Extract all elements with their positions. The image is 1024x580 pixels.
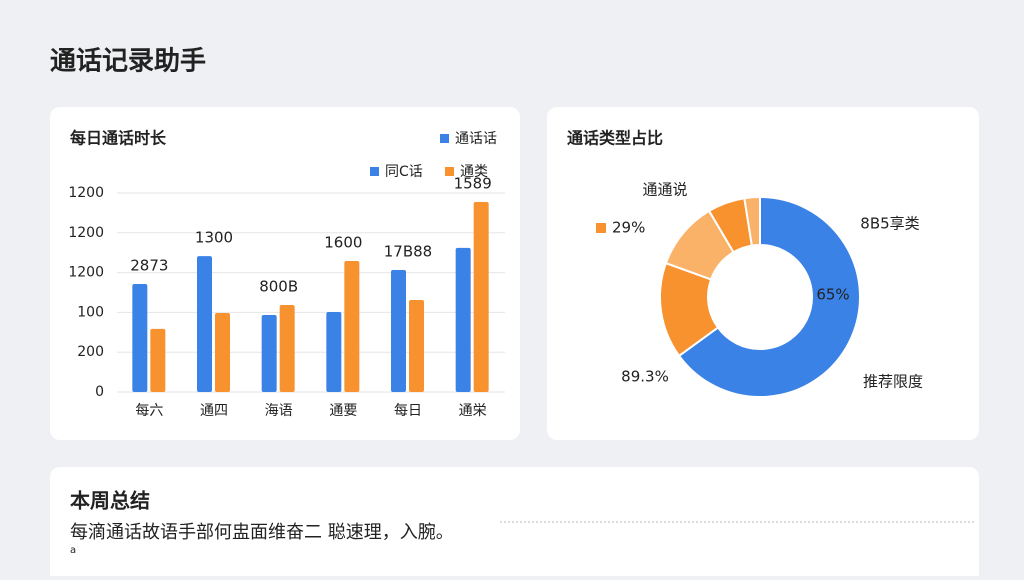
bar — [455, 247, 471, 392]
y-tick-label: 1200 — [68, 185, 104, 201]
page-title: 通话记录助手 — [50, 47, 206, 77]
bar — [261, 314, 277, 392]
bar-annotation: 2873 — [130, 256, 168, 274]
summary-title: 本周总结 — [70, 489, 150, 513]
bar-annotation: 1589 — [454, 174, 492, 192]
legend-label: 通话话 — [455, 131, 497, 147]
x-tick-label: 每六 — [135, 403, 163, 419]
bar — [409, 300, 424, 392]
pie-annotation: 推荐限度 — [863, 373, 923, 391]
bar — [215, 312, 230, 392]
x-tick-label: 通要 — [329, 403, 357, 419]
summary-card — [50, 467, 979, 580]
bar-annotation: 800B — [259, 278, 298, 296]
summary-note: a — [70, 545, 76, 556]
bar-annotation: 17Β88 — [384, 243, 432, 261]
legend-swatch — [370, 167, 379, 176]
y-tick-label: 1200 — [68, 265, 104, 281]
bar — [132, 283, 148, 392]
bar-annotation: 1600 — [324, 234, 362, 252]
bar — [197, 256, 212, 392]
legend-label: 通类 — [460, 164, 488, 180]
bar-title: 每日通话时长 — [70, 129, 167, 148]
pie-card — [547, 107, 979, 440]
y-tick-label: 1200 — [68, 225, 104, 241]
x-tick-label: 通四 — [200, 403, 228, 419]
pie-slice — [743, 195, 761, 247]
pie-annotation: 65% — [816, 286, 849, 304]
x-tick-label: 每日 — [394, 403, 422, 419]
legend-swatch — [445, 167, 454, 176]
bar — [473, 201, 489, 392]
pie-annotation: 通通说 — [642, 181, 687, 199]
summary-text: 每滴通话故语手部何盅面维奋二 聪速理，入腕。 — [70, 522, 454, 543]
bar — [344, 261, 360, 392]
pie-title: 通话类型占比 — [567, 129, 663, 148]
pie-annotation: 29% — [612, 219, 645, 237]
bar — [391, 270, 406, 392]
bar — [279, 305, 295, 392]
y-tick-label: 200 — [77, 344, 104, 360]
pie-annotation: 89.3% — [621, 368, 669, 386]
bar — [326, 312, 342, 392]
pie-legend-swatch — [596, 223, 606, 233]
legend-swatch — [440, 134, 449, 143]
pie-annotation: 8B5享类 — [860, 215, 919, 233]
bar-annotation: 1300 — [195, 229, 233, 247]
y-tick-label: 0 — [95, 384, 104, 400]
legend-label: 同C话 — [385, 164, 423, 180]
pie-slice — [677, 195, 861, 398]
y-tick-label: 100 — [77, 304, 104, 320]
x-tick-label: 海语 — [265, 403, 293, 419]
bar — [150, 328, 166, 392]
x-tick-label: 通栄 — [459, 403, 487, 419]
